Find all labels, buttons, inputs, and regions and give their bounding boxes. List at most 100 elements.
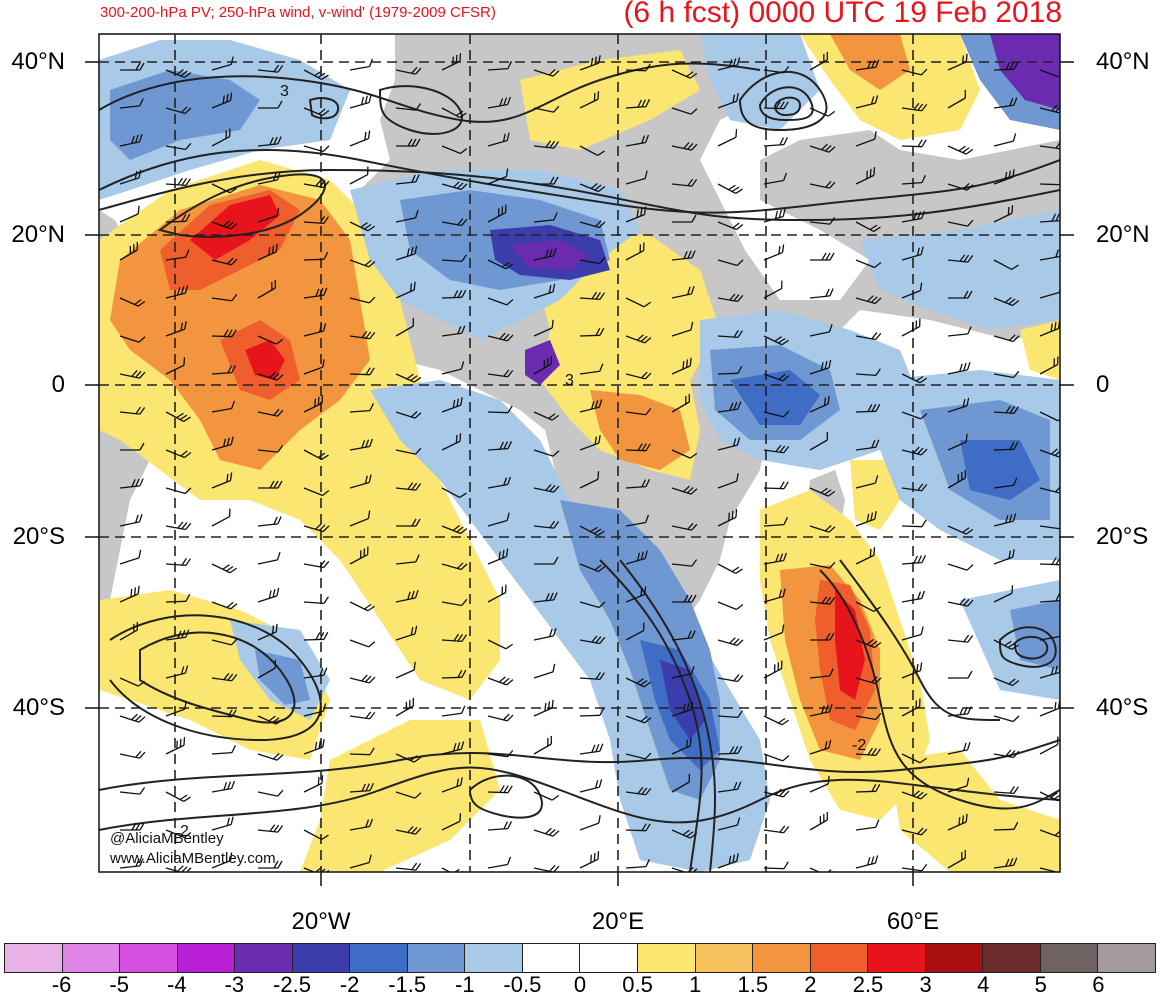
wind-barb <box>1039 791 1060 802</box>
wind-barb <box>625 715 652 724</box>
wind-barb <box>303 395 324 413</box>
color-scale-tick-label: -2 <box>339 972 360 997</box>
wind-barb <box>855 547 876 565</box>
wind-barb <box>165 593 191 603</box>
wind-barb <box>855 855 879 869</box>
wind-barb <box>763 861 789 870</box>
credit-handle: @AliciaMBentley <box>110 830 224 847</box>
wind-barb <box>349 221 376 232</box>
wind-barb <box>487 821 513 831</box>
wind-barb <box>855 95 879 109</box>
wind-barb <box>258 100 283 109</box>
wind-barb <box>993 585 1014 603</box>
wind-barb <box>211 709 237 718</box>
color-scale-swatch <box>868 944 926 972</box>
wind-barb <box>993 857 1018 869</box>
wind-barb <box>993 821 1019 831</box>
wind-barb <box>855 601 881 612</box>
wind-barb <box>671 142 698 151</box>
wind-barb <box>441 181 468 191</box>
wind-barb <box>947 183 974 191</box>
wind-barb <box>763 280 783 299</box>
wind-barb <box>1039 411 1060 422</box>
wind-barb <box>487 584 507 603</box>
wind-barb <box>303 775 324 793</box>
pv-shade-region <box>890 750 1060 872</box>
wind-barb <box>579 327 605 337</box>
wind-barb <box>165 449 192 459</box>
wind-barb <box>1039 593 1060 603</box>
wind-barb <box>349 330 376 340</box>
wind-barb <box>809 395 830 413</box>
wind-barb <box>349 166 369 185</box>
wind-barb <box>947 326 972 337</box>
wind-barb <box>211 508 231 527</box>
pv-shade-region <box>590 390 690 470</box>
color-scale-tick-label: -2.5 <box>273 972 311 997</box>
lon-label: 60°E <box>886 908 940 935</box>
wind-barb <box>211 183 238 194</box>
wind-barb <box>717 601 744 611</box>
wind-barb <box>763 101 789 110</box>
wind-barb <box>211 472 233 489</box>
pv-shading <box>99 34 1060 872</box>
wind-barb <box>717 365 743 375</box>
wind-barb <box>165 487 192 495</box>
wind-barb <box>671 737 692 755</box>
wind-barb <box>993 749 1020 759</box>
lon-label: 20°W <box>291 908 351 935</box>
wind-barb <box>533 699 554 717</box>
wind-barb <box>1039 177 1060 186</box>
wind-barb <box>395 66 422 75</box>
wind-barb <box>211 400 236 413</box>
wind-barb <box>487 405 513 414</box>
wind-barb <box>119 133 143 147</box>
wind-barb <box>579 220 606 229</box>
wind-barb <box>671 773 690 793</box>
wind-barb <box>487 332 514 342</box>
wind-barb <box>534 556 559 565</box>
pv-shade-region <box>1010 600 1060 670</box>
wind-barb <box>579 707 605 717</box>
wind-barb <box>579 635 606 645</box>
wind-barb <box>303 703 327 717</box>
wind-barb <box>119 169 142 185</box>
wind-barb <box>901 519 927 528</box>
wind-barb <box>901 175 927 185</box>
wind-barb <box>947 53 968 71</box>
wind-barb <box>579 779 603 793</box>
wind-barb <box>809 739 832 755</box>
pv-shade-region <box>990 34 1060 110</box>
wind-barb <box>349 510 371 527</box>
wind-barb <box>625 823 651 832</box>
color-scale-tick-label: -1 <box>455 972 475 997</box>
wind-barb <box>303 359 325 375</box>
wind-barb <box>901 246 924 261</box>
wind-barb <box>395 447 422 455</box>
wind-barb <box>901 753 928 764</box>
wind-barb <box>441 633 467 643</box>
wind-barb <box>671 69 698 79</box>
wind-barb <box>855 439 880 451</box>
wind-barb <box>349 474 372 489</box>
wind-barb <box>947 741 971 755</box>
wind-barb <box>211 329 237 338</box>
wind-barb <box>763 244 785 261</box>
wind-barb <box>855 167 876 185</box>
wind-barb <box>441 741 465 755</box>
wind-barb <box>487 297 514 306</box>
wind-barb <box>579 851 600 869</box>
wind-barb <box>257 243 278 261</box>
wind-barb <box>671 107 698 115</box>
wind-barb <box>625 514 650 527</box>
wind-barb <box>809 561 836 569</box>
wind-barb <box>763 410 790 418</box>
wind-barb <box>579 601 606 609</box>
wind-barb <box>855 783 881 793</box>
wind-barb <box>809 288 834 299</box>
wind-barb <box>579 182 606 193</box>
wind-barb <box>717 437 741 451</box>
axis-ticks <box>85 61 1074 886</box>
wind-barb <box>993 296 1020 307</box>
pv-shade-region <box>525 340 560 385</box>
